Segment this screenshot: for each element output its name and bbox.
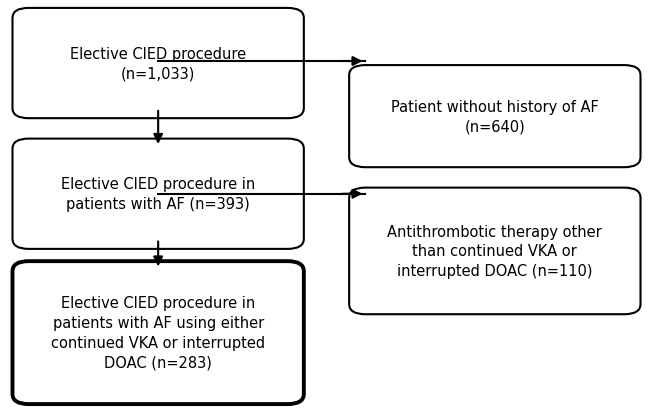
FancyBboxPatch shape (12, 139, 304, 249)
Text: Patient without history of AF
(n=640): Patient without history of AF (n=640) (391, 100, 599, 134)
FancyBboxPatch shape (349, 188, 641, 314)
Text: Antithrombotic therapy other
than continued VKA or
interrupted DOAC (n=110): Antithrombotic therapy other than contin… (387, 224, 602, 278)
FancyBboxPatch shape (12, 9, 304, 119)
FancyBboxPatch shape (12, 261, 304, 404)
Text: Elective CIED procedure in
patients with AF (n=393): Elective CIED procedure in patients with… (61, 177, 255, 211)
FancyBboxPatch shape (349, 66, 641, 168)
Text: Elective CIED procedure in
patients with AF using either
continued VKA or interr: Elective CIED procedure in patients with… (51, 296, 265, 370)
Text: Elective CIED procedure
(n=1,033): Elective CIED procedure (n=1,033) (70, 47, 246, 81)
